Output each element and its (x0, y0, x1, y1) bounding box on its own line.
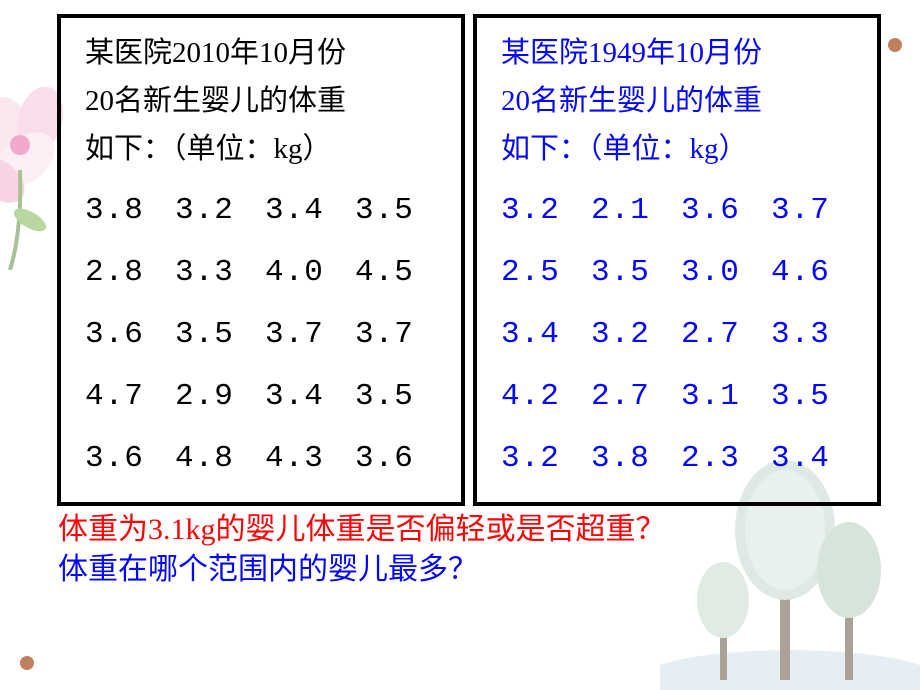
data-cell: 3.6 (85, 304, 175, 366)
left-data-grid: 3.8 3.2 3.4 3.5 2.8 3.3 4.0 4.5 3.6 3.5 … (85, 180, 445, 490)
header-line: 某医院2010年10月份 (85, 30, 445, 78)
header-line: 20名新生婴儿的体重 (501, 78, 861, 126)
left-box-header: 某医院2010年10月份 20名新生婴儿的体重 如下：（单位：kg） (85, 30, 445, 174)
slide-bullet-icon (888, 38, 902, 52)
header-line: 如下：（单位：kg） (501, 126, 861, 174)
question-2: 体重在哪个范围内的婴儿最多？ (58, 550, 920, 591)
data-cell: 3.2 (175, 180, 265, 242)
right-data-box: 某医院1949年10月份 20名新生婴儿的体重 如下：（单位：kg） 3.2 2… (473, 14, 881, 506)
data-cell: 3.7 (355, 304, 445, 366)
data-cell: 3.1 (681, 366, 771, 428)
data-cell: 3.2 (501, 180, 591, 242)
data-cell: 3.5 (771, 366, 861, 428)
data-cell: 2.7 (681, 304, 771, 366)
data-cell: 4.6 (771, 242, 861, 304)
data-cell: 3.7 (771, 180, 861, 242)
data-cell: 3.2 (591, 304, 681, 366)
data-cell: 4.7 (85, 366, 175, 428)
data-cell: 3.5 (355, 366, 445, 428)
data-cell: 3.5 (175, 304, 265, 366)
right-data-grid: 3.2 2.1 3.6 3.7 2.5 3.5 3.0 4.6 3.4 3.2 … (501, 180, 861, 490)
data-cell: 3.2 (501, 428, 591, 490)
data-cell: 3.4 (771, 428, 861, 490)
data-cell: 2.3 (681, 428, 771, 490)
data-cell: 4.8 (175, 428, 265, 490)
data-cell: 2.5 (501, 242, 591, 304)
header-line: 如下：（单位：kg） (85, 126, 445, 174)
data-cell: 3.4 (265, 366, 355, 428)
data-cell: 3.6 (85, 428, 175, 490)
data-cell: 3.7 (265, 304, 355, 366)
data-cell: 3.8 (591, 428, 681, 490)
data-cell: 3.4 (265, 180, 355, 242)
data-cell: 4.0 (265, 242, 355, 304)
data-cell: 2.1 (591, 180, 681, 242)
tables-container: 某医院2010年10月份 20名新生婴儿的体重 如下：（单位：kg） 3.8 3… (0, 0, 920, 506)
data-cell: 3.4 (501, 304, 591, 366)
data-cell: 3.3 (771, 304, 861, 366)
data-cell: 2.8 (85, 242, 175, 304)
data-cell: 3.3 (175, 242, 265, 304)
data-cell: 3.5 (591, 242, 681, 304)
left-data-box: 某医院2010年10月份 20名新生婴儿的体重 如下：（单位：kg） 3.8 3… (57, 14, 465, 506)
data-cell: 3.0 (681, 242, 771, 304)
data-cell: 2.9 (175, 366, 265, 428)
question-1: 体重为3.1kg的婴儿体重是否偏轻或是否超重？ (58, 510, 920, 551)
data-cell: 4.3 (265, 428, 355, 490)
header-line: 某医院1949年10月份 (501, 30, 861, 78)
data-cell: 2.7 (591, 366, 681, 428)
data-cell: 3.6 (355, 428, 445, 490)
data-cell: 4.5 (355, 242, 445, 304)
right-box-header: 某医院1949年10月份 20名新生婴儿的体重 如下：（单位：kg） (501, 30, 861, 174)
data-cell: 3.5 (355, 180, 445, 242)
slide-bullet-icon (20, 656, 34, 670)
questions-block: 体重为3.1kg的婴儿体重是否偏轻或是否超重？ 体重在哪个范围内的婴儿最多？ (0, 506, 920, 591)
data-cell: 4.2 (501, 366, 591, 428)
data-cell: 3.8 (85, 180, 175, 242)
header-line: 20名新生婴儿的体重 (85, 78, 445, 126)
data-cell: 3.6 (681, 180, 771, 242)
